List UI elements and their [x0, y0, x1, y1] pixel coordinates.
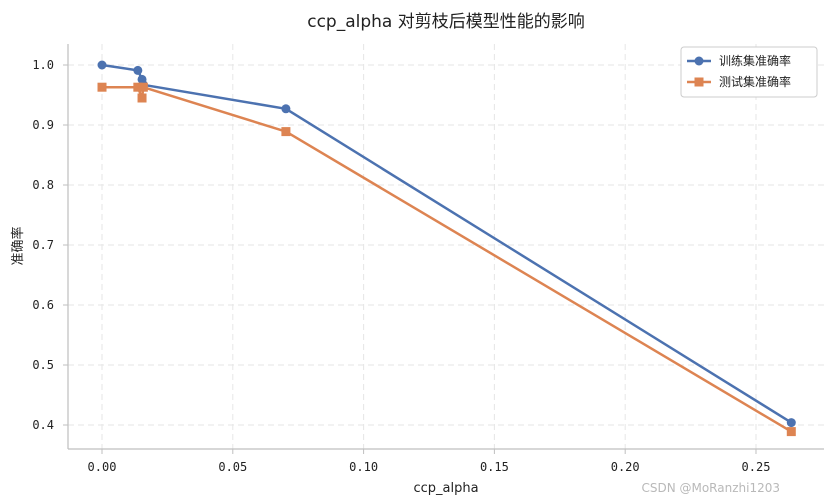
- y-axis-title: 准确率: [10, 226, 26, 265]
- x-tick-label: 0.10: [349, 460, 378, 474]
- x-tick-label: 0.25: [742, 460, 771, 474]
- series-2: [97, 82, 796, 437]
- y-tick-label: 0.6: [32, 298, 54, 312]
- watermark: CSDN @MoRanzhi1203: [641, 481, 780, 495]
- legend-item: 测试集准确率: [687, 74, 791, 89]
- data-point: [281, 104, 291, 114]
- x-tick-label: 0.15: [480, 460, 509, 474]
- data-point: [133, 65, 143, 75]
- y-tick-label: 0.9: [32, 118, 54, 132]
- data-point: [97, 60, 107, 70]
- grid: [68, 44, 824, 449]
- data-point: [281, 127, 291, 137]
- legend-marker: [694, 56, 704, 66]
- y-tick-label: 1.0: [32, 58, 54, 72]
- legend-item: 训练集准确率: [687, 53, 791, 68]
- data-point: [786, 418, 796, 428]
- data-point: [137, 93, 147, 103]
- legend-label: 测试集准确率: [719, 74, 791, 89]
- x-tick-label: 0.05: [218, 460, 247, 474]
- data-point: [133, 82, 143, 92]
- legend-marker: [694, 77, 704, 87]
- y-tick-label: 0.4: [32, 418, 54, 432]
- legend-box: [680, 46, 818, 98]
- data-point: [138, 82, 148, 92]
- x-axis-title: ccp_alpha: [413, 481, 478, 496]
- y-tick-label: 0.5: [32, 358, 54, 372]
- series-line: [102, 85, 792, 433]
- y-tick-label: 0.7: [32, 238, 54, 252]
- data-point: [786, 427, 796, 437]
- axes: 0.00 0.05 0.10 0.15 0.20 0.25 0.4 0.5 0.6 0.7 0.8 0…: [32, 44, 824, 474]
- legend-label: 训练集准确率: [719, 53, 791, 68]
- y-tick-label: 0.8: [32, 178, 54, 192]
- data-point: [97, 82, 107, 92]
- x-tick-label: 0.20: [611, 460, 640, 474]
- series-layer: [97, 60, 796, 437]
- chart-title: ccp_alpha 对剪枝后模型性能的影响: [307, 12, 585, 32]
- x-tick-label: 0.00: [88, 460, 117, 474]
